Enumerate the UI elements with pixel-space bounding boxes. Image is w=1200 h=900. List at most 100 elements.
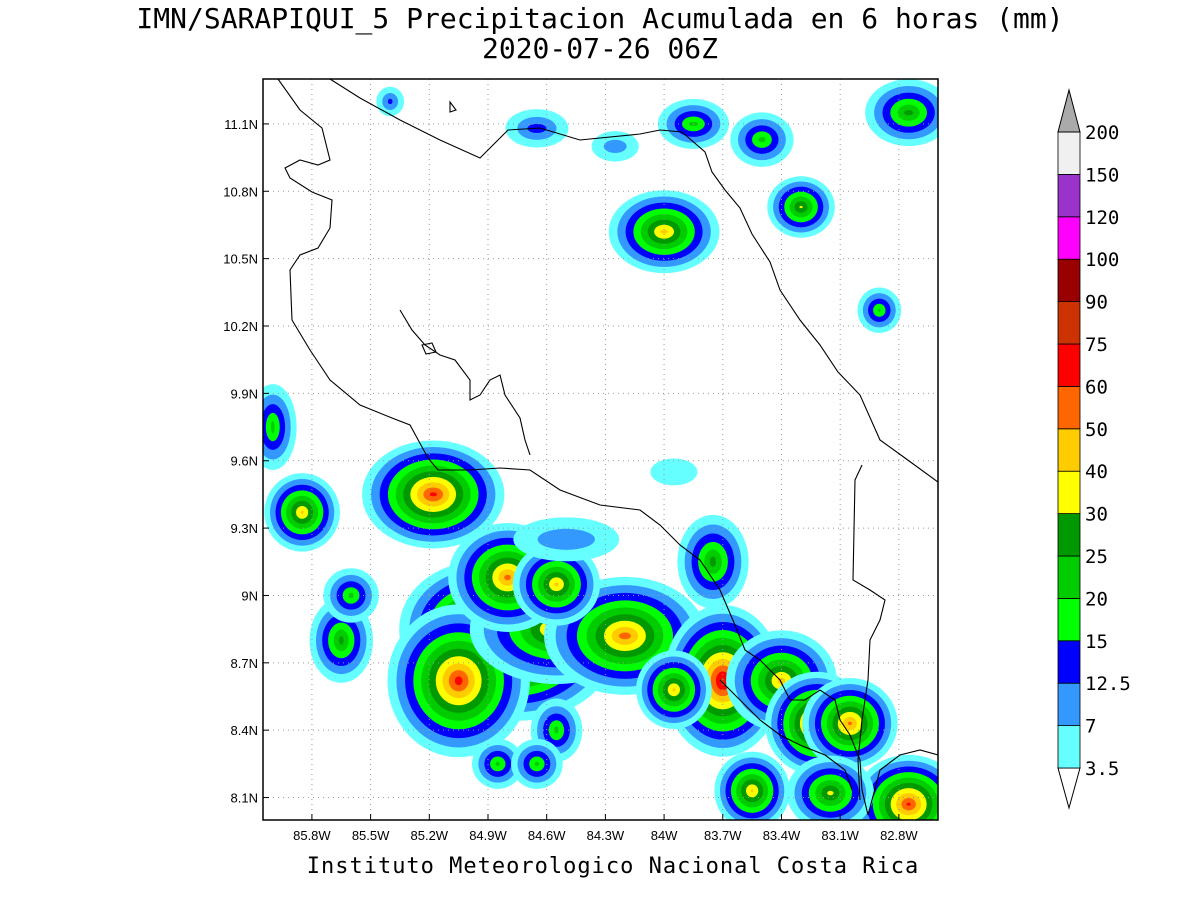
colorbar-label: 25 xyxy=(1085,546,1108,568)
precip-cell xyxy=(650,458,698,486)
colorbar-swatch xyxy=(1057,640,1081,684)
colorbar-label: 40 xyxy=(1085,461,1108,483)
lake-island xyxy=(449,100,457,113)
precip-contour xyxy=(650,458,698,486)
precip-cell xyxy=(853,754,938,820)
precip-cell xyxy=(802,677,898,769)
precip-contour xyxy=(672,688,676,692)
precip-cell xyxy=(857,287,902,334)
colorbar-swatch xyxy=(1057,555,1081,599)
colorbar-swatch xyxy=(1057,173,1081,218)
panama-pacific xyxy=(867,749,938,816)
precip-contour xyxy=(877,308,881,312)
colorbar-label: 90 xyxy=(1085,292,1108,314)
precip-contour xyxy=(906,802,911,806)
nicoya-peninsula xyxy=(399,309,531,456)
x-tick-label: 84W xyxy=(651,828,678,843)
colorbar-swatch xyxy=(1057,470,1081,515)
x-tick-label: 85.2W xyxy=(411,828,449,843)
colorbar-swatch xyxy=(1057,725,1081,769)
precip-cell xyxy=(511,738,563,789)
y-tick-label: 9N xyxy=(241,588,258,603)
precip-contour xyxy=(495,761,501,766)
y-tick-label: 8.4N xyxy=(231,723,258,738)
precip-cell xyxy=(636,650,712,729)
panama-border xyxy=(852,464,886,801)
precip-contour xyxy=(799,205,803,209)
precip-contour xyxy=(904,110,914,116)
colorbar-label: 60 xyxy=(1085,376,1108,398)
colorbar-label: 150 xyxy=(1085,164,1119,186)
precip-cell xyxy=(677,514,749,609)
precip-cell xyxy=(714,751,790,820)
precip-contour xyxy=(504,574,511,581)
y-tick-label: 9.6N xyxy=(231,454,258,469)
precip-cell xyxy=(323,568,379,623)
precip-cell xyxy=(865,79,938,147)
x-tick-label: 83.4W xyxy=(763,828,801,843)
precip-contour xyxy=(338,636,344,645)
osa-peninsula xyxy=(719,679,853,791)
precip-contour xyxy=(348,592,354,599)
precip-cell xyxy=(608,190,720,274)
colorbar-low-triangle xyxy=(1057,767,1081,810)
colorbar-label: 12.5 xyxy=(1085,673,1131,695)
x-tick-label: 85.5W xyxy=(352,828,390,843)
precip-contour xyxy=(429,492,438,497)
precip-cell xyxy=(591,131,639,162)
map-frame xyxy=(262,78,939,821)
precip-cell xyxy=(767,176,835,238)
precip-contour xyxy=(534,761,540,766)
colorbar-label: 20 xyxy=(1085,588,1108,610)
colorbar-swatch xyxy=(1057,301,1081,345)
colorbar-swatch xyxy=(1057,131,1081,175)
precip-cell xyxy=(786,755,874,820)
colorbar-label: 30 xyxy=(1085,504,1108,526)
x-tick-label: 84.9W xyxy=(469,828,507,843)
precip-cell xyxy=(376,86,405,117)
x-tick-label: 84.6W xyxy=(528,828,566,843)
map-title: IMN/SARAPIQUI_5 Precipitacion Acumulada … xyxy=(136,2,1064,35)
x-tick-label: 83.1W xyxy=(821,828,859,843)
colorbar-label: 200 xyxy=(1085,122,1119,144)
nicaragua-border xyxy=(329,79,726,191)
precip-contour xyxy=(454,676,463,686)
colorbar-swatch xyxy=(1057,428,1081,472)
x-tick-label: 83.7W xyxy=(704,828,742,843)
precip-contour xyxy=(709,556,717,567)
latitude-axis: 8.1N 8.4N 8.7N 9N 9.3N 9.6N 9.9N 10.2N 10.5N 10.8… xyxy=(223,117,269,806)
precip-contour xyxy=(758,136,766,143)
colorbar-legend: 3.5 7 12.5 15 20 25 30 40 50 60 75 90 100 120 150 200 xyxy=(1057,88,1131,810)
colorbar-swatch xyxy=(1057,598,1081,642)
y-tick-label: 11.1N xyxy=(224,117,258,132)
precip-contour xyxy=(554,582,559,587)
footer-credit: Instituto Meteorologico Nacional Costa R… xyxy=(306,854,920,879)
precip-contour xyxy=(750,789,754,793)
nicaragua-coastline xyxy=(277,79,439,471)
y-tick-label: 8.7N xyxy=(231,656,258,671)
colorbar-swatch xyxy=(1057,682,1081,727)
precip-contour xyxy=(618,632,631,640)
y-tick-label: 9.9N xyxy=(231,386,258,401)
y-tick-label: 10.8N xyxy=(223,184,258,199)
precip-contour xyxy=(270,420,275,434)
precip-contour xyxy=(554,726,559,734)
y-tick-label: 10.5N xyxy=(223,252,258,267)
colorbar-swatch xyxy=(1057,513,1081,557)
colorbar-label: 7 xyxy=(1085,716,1096,738)
gulf-of-nicoya-island xyxy=(421,342,437,355)
colorbar-label: 75 xyxy=(1085,334,1108,356)
colorbar-label: 120 xyxy=(1085,207,1119,229)
y-tick-label: 8.1N xyxy=(231,791,258,806)
y-tick-label: 9.3N xyxy=(231,521,258,536)
precip-contour xyxy=(387,98,393,105)
x-tick-label: 84.3W xyxy=(587,828,625,843)
colorbar-swatch xyxy=(1057,258,1081,303)
colorbar-label: 50 xyxy=(1085,419,1108,441)
y-tick-label: 10.2N xyxy=(223,319,258,334)
pacific-coast xyxy=(438,467,869,816)
precip-cell xyxy=(512,542,601,626)
colorbar-high-triangle xyxy=(1057,88,1081,133)
precip-contour xyxy=(537,528,595,550)
